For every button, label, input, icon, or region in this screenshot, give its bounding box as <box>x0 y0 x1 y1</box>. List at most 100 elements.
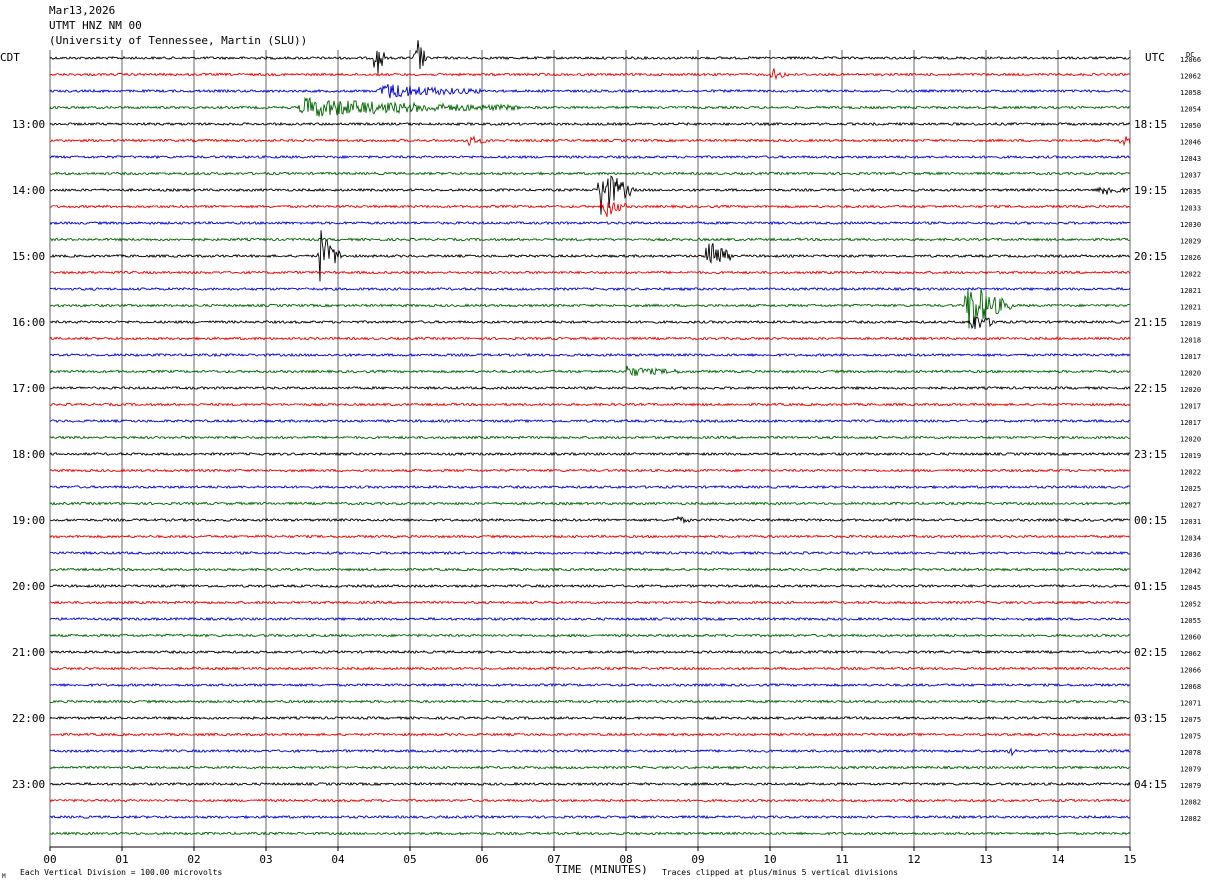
seismic-trace-36 <box>49 649 1131 655</box>
seismic-trace-32 <box>49 583 1131 589</box>
dc-offset-label: 12017 <box>1180 353 1201 361</box>
dc-offset-label: 12020 <box>1180 370 1201 378</box>
seismic-trace-27 <box>49 501 1131 506</box>
dc-column-label: DC <box>1186 51 1194 59</box>
dc-offset-label: 12079 <box>1180 766 1201 774</box>
right-hour-label: 19:15 <box>1134 184 1167 197</box>
x-tick-label: 13 <box>979 853 992 866</box>
seismic-trace-23 <box>49 435 1131 440</box>
seismic-trace-9 <box>49 201 1131 217</box>
corner-mark: M <box>2 873 6 880</box>
x-tick-label: 09 <box>691 853 704 866</box>
dc-offset-label: 12027 <box>1180 502 1201 510</box>
left-hour-label: 21:00 <box>12 646 45 659</box>
time-gridlines <box>49 50 1131 851</box>
seismic-trace-39 <box>49 699 1131 704</box>
right-hour-label: 23:15 <box>1134 448 1167 461</box>
x-axis-title: TIME (MINUTES) <box>555 863 648 876</box>
x-tick-label: 08 <box>619 853 632 866</box>
seismic-trace-1 <box>49 68 1131 81</box>
seismic-trace-42 <box>49 747 1131 757</box>
dc-offset-label: 12068 <box>1180 683 1201 691</box>
dc-offset-label: 12045 <box>1180 584 1201 592</box>
seismic-trace-3 <box>49 96 1131 117</box>
seismic-trace-8 <box>49 175 1131 215</box>
seismic-trace-4 <box>49 121 1131 127</box>
seismic-trace-41 <box>49 732 1131 737</box>
seismic-trace-13 <box>49 270 1131 275</box>
dc-offset-label: 12046 <box>1180 139 1201 147</box>
left-hour-label: 15:00 <box>12 250 45 263</box>
left-hour-label: 14:00 <box>12 184 45 197</box>
x-tick-label: 11 <box>835 853 848 866</box>
seismic-trace-31 <box>49 567 1131 572</box>
dc-offset-label: 12025 <box>1180 485 1201 493</box>
seismic-trace-37 <box>49 666 1131 671</box>
date-label: Mar13,2026 <box>49 4 116 17</box>
seismic-trace-7 <box>49 171 1131 176</box>
seismic-trace-10 <box>49 220 1131 226</box>
dc-offset-label: 12034 <box>1180 535 1201 543</box>
dc-offset-label: 12062 <box>1180 73 1201 81</box>
dc-offset-label: 12079 <box>1180 782 1201 790</box>
dc-offset-label: 12037 <box>1180 172 1201 180</box>
dc-offset-label: 12082 <box>1180 815 1201 823</box>
x-tick-label: 01 <box>115 853 128 866</box>
right-hour-label: 22:15 <box>1134 382 1167 395</box>
dc-offset-label: 12035 <box>1180 188 1201 196</box>
seismic-trace-5 <box>49 135 1131 147</box>
dc-offset-label: 12054 <box>1180 106 1201 114</box>
seismic-trace-16 <box>49 316 1131 330</box>
left-timezone-label: CDT <box>0 51 20 64</box>
axis-labels: 00 01 02 03 04 05 06 07 08 09 10 11 12 13 14 15 13:00 14:… <box>12 56 1201 866</box>
x-tick-label: 03 <box>259 853 272 866</box>
seismic-trace-20 <box>49 385 1131 391</box>
seismic-trace-29 <box>49 534 1131 539</box>
dc-offset-label: 12020 <box>1180 436 1201 444</box>
x-tick-label: 02 <box>187 853 200 866</box>
seismic-trace-33 <box>49 600 1131 605</box>
left-hour-label: 23:00 <box>12 778 45 791</box>
right-hour-label: 04:15 <box>1134 778 1167 791</box>
seismic-trace-26 <box>49 484 1131 490</box>
x-tick-label: 14 <box>1051 853 1065 866</box>
station-label: UTMT HNZ NM 00 <box>49 19 142 32</box>
dc-offset-label: 12071 <box>1180 700 1201 708</box>
dc-offset-label: 12050 <box>1180 122 1201 130</box>
dc-offset-label: 12058 <box>1180 89 1201 97</box>
x-tick-label: 05 <box>403 853 416 866</box>
dc-offset-label: 12078 <box>1180 749 1201 757</box>
dc-offset-label: 12017 <box>1180 419 1201 427</box>
seismic-trace-35 <box>49 633 1131 638</box>
dc-offset-label: 12021 <box>1180 304 1201 312</box>
seismic-trace-34 <box>49 616 1131 622</box>
left-hour-label: 20:00 <box>12 580 45 593</box>
seismic-trace-15 <box>49 288 1131 329</box>
seismic-trace-12 <box>50 230 1131 282</box>
dc-offset-label: 12020 <box>1180 386 1201 394</box>
dc-offset-label: 12017 <box>1180 403 1201 411</box>
x-tick-label: 12 <box>907 853 920 866</box>
dc-offset-label: 12042 <box>1180 568 1201 576</box>
right-hour-label: 02:15 <box>1134 646 1167 659</box>
scale-note: Each Vertical Division = 100.00 microvol… <box>20 868 222 877</box>
seismic-trace-43 <box>49 765 1131 770</box>
trace-group <box>49 40 1131 836</box>
right-hour-label: 01:15 <box>1134 580 1167 593</box>
clip-note: Traces clipped at plus/minus 5 vertical … <box>662 868 898 877</box>
seismic-trace-46 <box>49 814 1131 820</box>
seismic-trace-14 <box>49 286 1131 292</box>
seismic-trace-45 <box>49 798 1131 803</box>
x-tick-label: 06 <box>475 853 488 866</box>
seismic-trace-25 <box>49 468 1131 473</box>
left-hour-label: 18:00 <box>12 448 45 461</box>
seismic-trace-47 <box>49 831 1131 836</box>
left-hour-label: 17:00 <box>12 382 45 395</box>
right-hour-label: 00:15 <box>1134 514 1167 527</box>
left-hour-label: 16:00 <box>12 316 45 329</box>
seismic-trace-28 <box>49 515 1131 525</box>
left-hour-label: 13:00 <box>12 118 45 131</box>
dc-offset-label: 12055 <box>1180 617 1201 625</box>
dc-offset-label: 12062 <box>1180 650 1201 658</box>
seismic-trace-0 <box>49 40 1131 74</box>
